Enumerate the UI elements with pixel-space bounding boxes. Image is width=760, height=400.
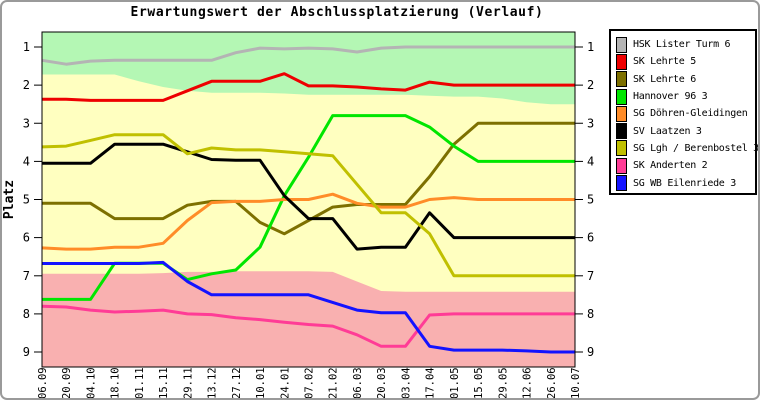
legend-label: SG Döhren-Gleidingen xyxy=(633,108,748,120)
legend-label: SV Laatzen 3 xyxy=(633,125,702,137)
svg-text:9: 9 xyxy=(587,345,594,359)
legend-item: SG Lgh / Berenbostel 3 xyxy=(616,140,758,157)
svg-text:12.06: 12.06 xyxy=(522,367,534,399)
svg-text:06.03: 06.03 xyxy=(352,367,364,399)
svg-text:8: 8 xyxy=(23,307,30,321)
svg-text:6: 6 xyxy=(587,231,594,245)
svg-text:2: 2 xyxy=(587,78,594,92)
legend-item: SV Laatzen 3 xyxy=(616,122,753,140)
svg-text:26.06: 26.06 xyxy=(546,367,558,399)
y-axis-label: Platz xyxy=(2,179,18,219)
legend-swatch xyxy=(616,105,627,122)
legend-label: Hannover 96 3 xyxy=(633,91,708,103)
svg-text:5: 5 xyxy=(23,193,30,207)
svg-text:2: 2 xyxy=(23,78,30,92)
svg-text:06.09: 06.09 xyxy=(37,367,49,399)
chart-title: Erwartungswert der Abschlussplatzierung … xyxy=(130,5,544,20)
legend-item: SK Anderten 2 xyxy=(616,157,753,174)
svg-text:20.03: 20.03 xyxy=(376,367,388,399)
svg-text:9: 9 xyxy=(23,345,30,359)
legend-label: SG WB Eilenriede 3 xyxy=(633,177,736,189)
legend-label: SG Lgh / Berenbostel 3 xyxy=(633,142,759,154)
svg-text:7: 7 xyxy=(23,269,30,283)
legend-label: SK Lehrte 5 xyxy=(633,56,696,68)
svg-text:10.01: 10.01 xyxy=(255,367,267,399)
svg-text:1: 1 xyxy=(587,40,594,54)
legend-label: SK Lehrte 6 xyxy=(633,73,696,85)
legend-item: SG WB Eilenriede 3 xyxy=(616,174,753,192)
svg-text:8: 8 xyxy=(587,307,594,321)
legend-swatch xyxy=(616,88,627,105)
svg-text:13.12: 13.12 xyxy=(207,367,219,399)
legend-swatch xyxy=(616,123,627,140)
legend-item: SK Lehrte 5 xyxy=(616,53,753,70)
svg-text:07.02: 07.02 xyxy=(304,367,316,399)
svg-text:15.11: 15.11 xyxy=(158,367,170,399)
svg-text:4: 4 xyxy=(23,154,30,168)
svg-text:24.01: 24.01 xyxy=(279,367,291,399)
legend-label: SK Anderten 2 xyxy=(633,160,708,172)
legend-swatch xyxy=(616,36,627,53)
svg-text:3: 3 xyxy=(23,116,30,130)
legend-swatch xyxy=(616,175,627,192)
svg-text:04.10: 04.10 xyxy=(86,367,98,399)
svg-text:01.11: 01.11 xyxy=(134,367,146,399)
svg-text:29.11: 29.11 xyxy=(182,367,194,399)
svg-text:01.05: 01.05 xyxy=(449,367,461,399)
legend: HSK Lister Turm 6 SK Lehrte 5 SK Lehrte … xyxy=(609,29,758,195)
svg-text:4: 4 xyxy=(587,154,594,168)
svg-text:10.07: 10.07 xyxy=(570,367,582,399)
legend-item: SK Lehrte 6 xyxy=(616,71,753,88)
legend-item: SG Döhren-Gleidingen xyxy=(616,105,753,122)
svg-text:29.05: 29.05 xyxy=(497,367,509,399)
legend-label: HSK Lister Turm 6 xyxy=(633,39,731,51)
svg-text:3: 3 xyxy=(587,116,594,130)
svg-text:17.04: 17.04 xyxy=(425,367,437,399)
svg-text:21.02: 21.02 xyxy=(328,367,340,399)
svg-text:15.05: 15.05 xyxy=(473,367,485,399)
svg-text:27.12: 27.12 xyxy=(231,367,243,399)
legend-item: Hannover 96 3 xyxy=(616,88,753,105)
svg-text:6: 6 xyxy=(23,231,30,245)
legend-swatch xyxy=(616,157,627,174)
legend-swatch xyxy=(616,140,627,157)
legend-swatch xyxy=(616,71,627,88)
svg-text:5: 5 xyxy=(587,193,594,207)
svg-text:03.04: 03.04 xyxy=(400,367,412,399)
svg-text:18.10: 18.10 xyxy=(110,367,122,399)
legend-item: HSK Lister Turm 6 xyxy=(616,36,753,53)
svg-text:1: 1 xyxy=(23,40,30,54)
svg-text:20.09: 20.09 xyxy=(61,367,73,399)
legend-swatch xyxy=(616,53,627,70)
svg-text:7: 7 xyxy=(587,269,594,283)
